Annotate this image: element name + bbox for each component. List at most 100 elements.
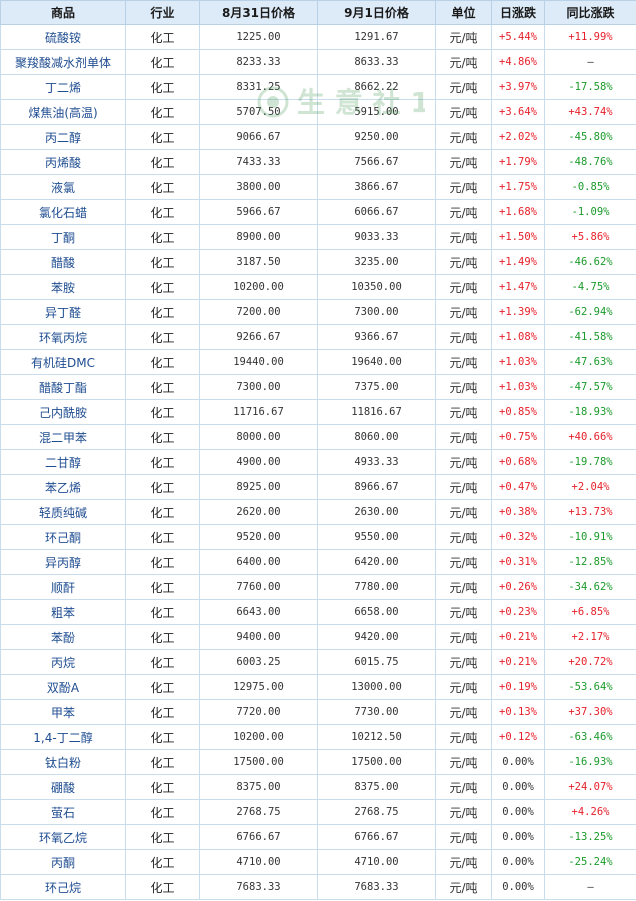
yoy-change: +5.86% — [544, 224, 636, 250]
price-sep1: 9420.00 — [317, 624, 436, 650]
product-name[interactable]: 甲苯 — [0, 699, 126, 725]
product-name[interactable]: 萤石 — [0, 799, 126, 825]
yoy-change: +6.85% — [544, 599, 636, 625]
product-name[interactable]: 混二甲苯 — [0, 424, 126, 450]
price-aug31: 6766.67 — [199, 824, 318, 850]
unit-cell: 元/吨 — [435, 824, 492, 850]
industry-cell: 化工 — [125, 449, 200, 475]
product-name[interactable]: 丁酮 — [0, 224, 126, 250]
header-unit[interactable]: 单位 — [435, 0, 492, 25]
daily-change: +1.49% — [491, 249, 545, 275]
yoy-change: -34.62% — [544, 574, 636, 600]
table-row: 异丁醛 化工 7200.00 7300.00 元/吨 +1.39% -62.94% — [0, 299, 636, 325]
table-row: 苯胺 化工 10200.00 10350.00 元/吨 +1.47% -4.75% — [0, 274, 636, 300]
price-sep1: 13000.00 — [317, 674, 436, 700]
daily-change: +0.85% — [491, 399, 545, 425]
industry-cell: 化工 — [125, 549, 200, 575]
price-aug31: 8375.00 — [199, 774, 318, 800]
product-name[interactable]: 丙烯酸 — [0, 149, 126, 175]
product-name[interactable]: 环氧丙烷 — [0, 324, 126, 350]
product-name[interactable]: 轻质纯碱 — [0, 499, 126, 525]
table-row: 钛白粉 化工 17500.00 17500.00 元/吨 0.00% -16.93% — [0, 749, 636, 775]
table-row: 己内酰胺 化工 11716.67 11816.67 元/吨 +0.85% -18.93% — [0, 399, 636, 425]
product-name[interactable]: 异丙醇 — [0, 549, 126, 575]
header-price-sep1[interactable]: 9月1日价格 — [317, 0, 436, 25]
price-aug31: 9266.67 — [199, 324, 318, 350]
yoy-change: -18.93% — [544, 399, 636, 425]
table-row: 液氯 化工 3800.00 3866.67 元/吨 +1.75% -0.85% — [0, 174, 636, 200]
industry-cell: 化工 — [125, 274, 200, 300]
product-name[interactable]: 丙二醇 — [0, 124, 126, 150]
price-aug31: 9520.00 — [199, 524, 318, 550]
product-name[interactable]: 醋酸 — [0, 249, 126, 275]
industry-cell: 化工 — [125, 249, 200, 275]
unit-cell: 元/吨 — [435, 699, 492, 725]
header-yoy-change[interactable]: 同比涨跌 — [544, 0, 636, 25]
product-name[interactable]: 苯乙烯 — [0, 474, 126, 500]
product-name[interactable]: 液氯 — [0, 174, 126, 200]
product-name[interactable]: 二甘醇 — [0, 449, 126, 475]
unit-cell: 元/吨 — [435, 74, 492, 100]
daily-change: +0.68% — [491, 449, 545, 475]
header-price-aug31[interactable]: 8月31日价格 — [199, 0, 318, 25]
price-aug31: 4900.00 — [199, 449, 318, 475]
product-name[interactable]: 煤焦油(高温) — [0, 99, 126, 125]
price-aug31: 7760.00 — [199, 574, 318, 600]
product-name[interactable]: 钛白粉 — [0, 749, 126, 775]
industry-cell: 化工 — [125, 224, 200, 250]
product-name[interactable]: 丙烷 — [0, 649, 126, 675]
product-name[interactable]: 丁二烯 — [0, 74, 126, 100]
table-row: 苯乙烯 化工 8925.00 8966.67 元/吨 +0.47% +2.04% — [0, 474, 636, 500]
product-name[interactable]: 粗苯 — [0, 599, 126, 625]
product-name[interactable]: 氯化石蜡 — [0, 199, 126, 225]
header-product[interactable]: 商品 — [0, 0, 126, 25]
product-name[interactable]: 有机硅DMC — [0, 349, 126, 375]
price-sep1: 8662.22 — [317, 74, 436, 100]
price-sep1: 6766.67 — [317, 824, 436, 850]
product-name[interactable]: 聚羧酸减水剂单体 — [0, 49, 126, 75]
product-name[interactable]: 异丁醛 — [0, 299, 126, 325]
product-name[interactable]: 1,4-丁二醇 — [0, 724, 126, 750]
product-name[interactable]: 苯酚 — [0, 624, 126, 650]
product-name[interactable]: 己内酰胺 — [0, 399, 126, 425]
price-sep1: 7780.00 — [317, 574, 436, 600]
yoy-change: -12.85% — [544, 549, 636, 575]
header-daily-change[interactable]: 日涨跌 — [491, 0, 545, 25]
industry-cell: 化工 — [125, 724, 200, 750]
product-name[interactable]: 环己烷 — [0, 874, 126, 900]
industry-cell: 化工 — [125, 99, 200, 125]
price-sep1: 6066.67 — [317, 199, 436, 225]
price-aug31: 3187.50 — [199, 249, 318, 275]
yoy-change: +37.30% — [544, 699, 636, 725]
header-industry[interactable]: 行业 — [125, 0, 200, 25]
daily-change: +0.47% — [491, 474, 545, 500]
yoy-change: -19.78% — [544, 449, 636, 475]
product-name[interactable]: 双酚A — [0, 674, 126, 700]
price-aug31: 8000.00 — [199, 424, 318, 450]
product-name[interactable]: 苯胺 — [0, 274, 126, 300]
unit-cell: 元/吨 — [435, 774, 492, 800]
unit-cell: 元/吨 — [435, 549, 492, 575]
price-sep1: 3235.00 — [317, 249, 436, 275]
product-name[interactable]: 硼酸 — [0, 774, 126, 800]
industry-cell: 化工 — [125, 599, 200, 625]
product-name[interactable]: 环己酮 — [0, 524, 126, 550]
table-header: 商品 行业 8月31日价格 9月1日价格 单位 日涨跌 同比涨跌 — [0, 0, 636, 25]
daily-change: +1.47% — [491, 274, 545, 300]
price-sep1: 9366.67 — [317, 324, 436, 350]
yoy-change: +20.72% — [544, 649, 636, 675]
daily-change: +0.75% — [491, 424, 545, 450]
product-name[interactable]: 顺酐 — [0, 574, 126, 600]
price-sep1: 6658.00 — [317, 599, 436, 625]
price-sep1: 6420.00 — [317, 549, 436, 575]
product-name[interactable]: 丙酮 — [0, 849, 126, 875]
product-name[interactable]: 醋酸丁酯 — [0, 374, 126, 400]
price-aug31: 1225.00 — [199, 24, 318, 50]
price-sep1: 8966.67 — [317, 474, 436, 500]
product-name[interactable]: 硫酸铵 — [0, 24, 126, 50]
table-row: 1,4-丁二醇 化工 10200.00 10212.50 元/吨 +0.12% -63.46… — [0, 724, 636, 750]
yoy-change: +4.26% — [544, 799, 636, 825]
product-name[interactable]: 环氧乙烷 — [0, 824, 126, 850]
unit-cell: 元/吨 — [435, 649, 492, 675]
